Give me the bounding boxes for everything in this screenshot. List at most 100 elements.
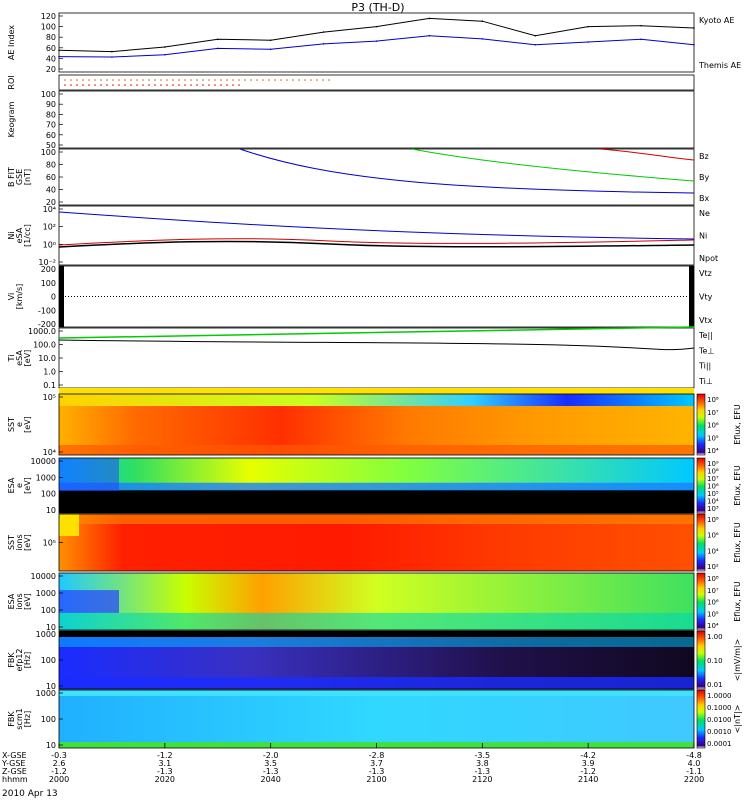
x-tick-label: 3.1 [158, 759, 171, 768]
roi-dot [82, 84, 84, 86]
roi-dot [286, 79, 288, 81]
colorbar-tick: 10⁶ [707, 483, 719, 491]
roi-dot [172, 79, 174, 81]
colorbar [696, 689, 706, 749]
roi-dot [166, 84, 168, 86]
series-point [375, 40, 378, 42]
x-tick-label: 2100 [366, 775, 386, 784]
y-tick-label: 60 [46, 173, 56, 182]
y-tick-label: 0.1 [43, 381, 56, 390]
colorbar-tick: 10⁴ [707, 498, 719, 506]
colorbar-tick: 10⁴ [707, 547, 719, 555]
series-point [58, 55, 60, 58]
roi-dot [118, 84, 120, 86]
roi-dot [64, 84, 66, 86]
roi-dot [118, 79, 120, 81]
roi-dot [178, 79, 180, 81]
plot-title: P3 (TH-D) [351, 1, 404, 14]
y-tick-label: 10⁵ [43, 393, 56, 402]
roi-dot [106, 79, 108, 81]
y-axis-label: Vi [7, 293, 16, 301]
x-tick-label: -1.3 [475, 767, 491, 776]
ti-traces [58, 326, 695, 351]
roi-dot [154, 84, 156, 86]
roi-markers [64, 79, 330, 86]
panel-frame [58, 205, 695, 266]
colorbar [696, 630, 706, 690]
roi-dot [208, 79, 210, 81]
series-point [693, 27, 695, 29]
y-tick-label: 0 [51, 293, 56, 302]
x-tick-label: 2200 [684, 775, 704, 784]
roi-dot [88, 84, 90, 86]
legend-entry: By [699, 173, 709, 182]
y-tick-label: 10⁵ [43, 539, 56, 548]
y-axis-label: ESA [7, 477, 16, 493]
series-point [269, 48, 272, 51]
y-tick-label: 120 [41, 12, 56, 21]
series-point [322, 43, 325, 45]
roi-dot [328, 79, 330, 81]
x-tick-label: 2.6 [53, 759, 66, 768]
colorbar-tick: 0.0010 [707, 728, 732, 736]
colorbar-tick: 10⁵ [707, 610, 719, 618]
y-tick-label: 10² [43, 223, 56, 232]
y-axis-label: ROI [7, 75, 16, 89]
x-tick-label: -3.5 [475, 751, 491, 760]
y-tick-label: 1000 [36, 689, 56, 698]
series-point [428, 34, 431, 37]
roi-dot [124, 79, 126, 81]
x-tick-label: -0.3 [51, 751, 67, 760]
spectrogram-band [59, 514, 79, 536]
colorbar-tick: 10³ [707, 505, 719, 513]
roi-dot [220, 79, 222, 81]
x-tick-label: 3.8 [476, 759, 489, 768]
colorbar-tick: 0.01 [707, 681, 723, 689]
vi-traces [59, 266, 694, 327]
colorbar-label: <|nT|> [733, 705, 742, 734]
roi-dot [232, 84, 234, 86]
colorbar-tick: 0.1000 [707, 704, 732, 712]
roi-dot [304, 79, 306, 81]
colorbar-tick: 10⁸ [707, 516, 719, 524]
colorbar-tick: 10⁸ [707, 468, 719, 476]
panel-frame [58, 90, 695, 149]
legend-entry: Bx [699, 194, 709, 203]
y-axis-label: [eV] [23, 593, 32, 610]
roi-dot [94, 84, 96, 86]
y-axis-label: [1/cc] [23, 224, 32, 247]
roi-dot [172, 84, 174, 86]
spectrogram-band [59, 590, 119, 613]
spectrogram-band [59, 489, 694, 513]
y-axis-label: [eV] [23, 477, 32, 494]
colorbar-tick: 10⁷ [707, 409, 719, 417]
roi-dot [82, 79, 84, 81]
y-axis-label: [eV] [23, 416, 32, 433]
series-point [111, 50, 113, 53]
colorbar-tick: 10⁴ [707, 447, 719, 455]
series-point [587, 41, 589, 43]
colorbar-tick: 10⁸ [707, 575, 719, 583]
panel-roi: ROI [7, 74, 695, 91]
roi-dot [196, 79, 198, 81]
date-label: 2010 Apr 13 [2, 789, 58, 799]
y-tick-label: 100 [41, 148, 56, 157]
roi-dot [160, 79, 162, 81]
y-tick-label: 20 [46, 65, 56, 74]
x-tick-label: -1.2 [580, 767, 596, 776]
y-tick-label: 40 [46, 186, 56, 195]
y-axis-label: AE Index [7, 25, 16, 60]
y-tick-label: 60 [46, 131, 56, 140]
series-point [269, 39, 272, 42]
colorbar-tick: 10⁸ [707, 396, 719, 404]
roi-dot [316, 79, 318, 81]
y-axis-label: e [15, 422, 24, 427]
bfit-traces [239, 148, 695, 194]
y-tick-label: 1000 [36, 589, 56, 598]
legend-entry: Npot [699, 254, 718, 263]
ni-traces [58, 211, 695, 248]
colorbar-tick: 10⁶ [707, 532, 719, 540]
x-tick-label: 2040 [260, 775, 280, 784]
y-axis-label: Keogram [7, 101, 16, 137]
